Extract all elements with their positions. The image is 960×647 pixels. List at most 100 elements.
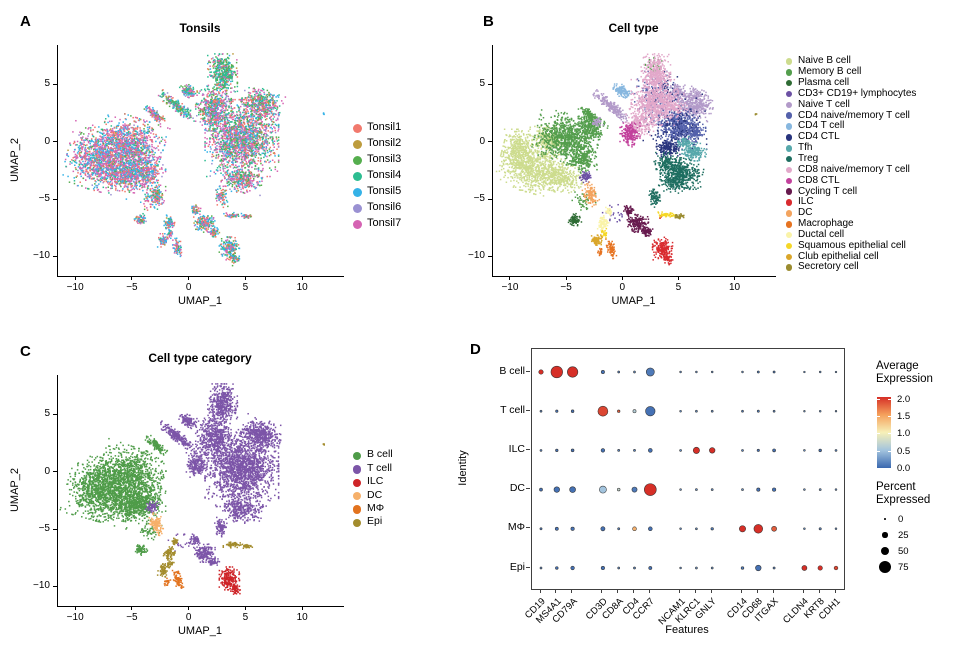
identity-label: MΦ xyxy=(507,521,525,534)
legend-swatch xyxy=(352,155,362,165)
y-tick xyxy=(53,198,57,200)
legend-label: CD4 naive/memory T cell xyxy=(798,109,910,121)
legend-label: Tfh xyxy=(798,142,813,154)
legend-swatch xyxy=(785,101,793,109)
y-tick-label: −5 xyxy=(473,193,485,204)
x-tick xyxy=(244,606,246,610)
legend-label: CD4 CTL xyxy=(798,131,840,143)
y-tick-label: −10 xyxy=(33,250,50,262)
feature-tick xyxy=(741,589,742,593)
percent-label: 50 xyxy=(898,545,909,557)
x-tick-label: −5 xyxy=(126,612,138,623)
y-tick-label: 0 xyxy=(479,135,485,147)
panel-a-title: Tonsils xyxy=(179,21,221,35)
panel-a-xlabel: UMAP_1 xyxy=(177,295,223,307)
legend-label: Tonsil2 xyxy=(367,137,402,150)
percent-dot xyxy=(882,532,888,538)
feature-tick xyxy=(539,589,541,593)
panel-b-xlabel: UMAP_1 xyxy=(611,295,656,307)
umap-canvas-celltype xyxy=(493,45,776,276)
colorbar-tick xyxy=(877,433,880,435)
legend-swatch xyxy=(785,177,793,185)
x-tick-label: 10 xyxy=(296,612,308,623)
colorbar-tick-label: 0.0 xyxy=(897,463,911,475)
feature-tick xyxy=(818,589,820,593)
legend-label: Secretory cell xyxy=(798,261,859,273)
identity-tick xyxy=(526,448,530,450)
x-tick xyxy=(734,276,736,280)
feature-tick xyxy=(772,589,774,593)
legend-swatch xyxy=(352,123,362,133)
legend-swatch xyxy=(785,166,793,174)
feature-tick xyxy=(679,589,681,593)
legend-swatch xyxy=(785,264,793,271)
colorbar-tick xyxy=(877,468,880,470)
x-tick xyxy=(301,276,303,280)
umap-canvas-tonsils xyxy=(58,45,344,276)
legend-swatch xyxy=(352,492,362,501)
legend-label: Tonsil6 xyxy=(367,201,402,214)
y-tick-label: 5 xyxy=(479,78,485,90)
y-tick-label: 0 xyxy=(44,465,50,477)
y-tick xyxy=(53,141,57,143)
panel-c-xlabel: UMAP_1 xyxy=(177,625,223,637)
percent-label: 0 xyxy=(898,513,904,525)
colorbar-tick xyxy=(888,450,891,452)
x-tick-label: −10 xyxy=(66,282,84,293)
y-tick-label: 0 xyxy=(44,135,50,147)
x-tick-label: 0 xyxy=(185,612,192,623)
legend-swatch xyxy=(785,123,793,130)
colorbar-tick-label: 1.0 xyxy=(897,428,911,440)
feature-tick xyxy=(694,589,696,593)
legend-label: Ductal cell xyxy=(798,228,845,240)
y-tick xyxy=(488,83,492,85)
legend-label: CD8 naive/memory T cell xyxy=(798,163,910,175)
percent-expressed-legend-title: Percent Expressed xyxy=(876,481,931,506)
panel-d-letter: D xyxy=(470,341,481,358)
x-tick xyxy=(131,276,133,280)
identity-tick xyxy=(526,409,530,411)
panel-b-letter: B xyxy=(483,13,494,30)
x-tick xyxy=(677,276,679,280)
percent-dot xyxy=(880,546,890,556)
y-tick xyxy=(53,585,57,587)
x-tick xyxy=(301,606,303,610)
legend-label: CD8 CTL xyxy=(798,174,840,186)
percent-dot xyxy=(884,518,886,520)
y-tick xyxy=(53,83,57,85)
x-tick-label: −10 xyxy=(66,612,84,623)
colorbar-tick xyxy=(877,398,880,400)
y-tick-label: 5 xyxy=(44,78,50,90)
identity-tick xyxy=(526,488,530,490)
identity-tick xyxy=(526,566,530,568)
legend-label: Tonsil5 xyxy=(367,185,402,198)
legend-swatch xyxy=(785,134,793,141)
feature-tick xyxy=(756,589,758,593)
legend-swatch xyxy=(785,210,793,217)
legend-label: ILC xyxy=(367,475,384,488)
legend-swatch xyxy=(352,465,362,474)
x-tick xyxy=(509,276,511,280)
legend-label: Tonsil3 xyxy=(367,153,402,166)
y-tick-label: 5 xyxy=(44,408,50,420)
legend-swatch xyxy=(352,518,362,528)
legend-swatch xyxy=(785,242,793,250)
panel-d-xlabel: Features xyxy=(665,624,709,636)
legend-swatch xyxy=(785,90,793,98)
feature-tick xyxy=(710,589,712,593)
colorbar-tick xyxy=(877,450,880,452)
percent-label: 25 xyxy=(898,529,909,541)
colorbar-tick xyxy=(877,415,880,417)
legend-label: Cycling T cell xyxy=(798,185,858,197)
legend-label: Memory B cell xyxy=(798,66,862,78)
legend-label: B cell xyxy=(367,448,393,461)
feature-tick xyxy=(571,589,573,593)
x-tick-label: −5 xyxy=(560,282,572,293)
x-tick-label: 5 xyxy=(242,282,249,293)
y-tick xyxy=(53,528,57,530)
panel-b-title: Cell type xyxy=(608,21,659,35)
legend-label: Club epithelial cell xyxy=(798,250,879,262)
feature-tick xyxy=(617,589,619,593)
feature-tick xyxy=(601,589,603,593)
